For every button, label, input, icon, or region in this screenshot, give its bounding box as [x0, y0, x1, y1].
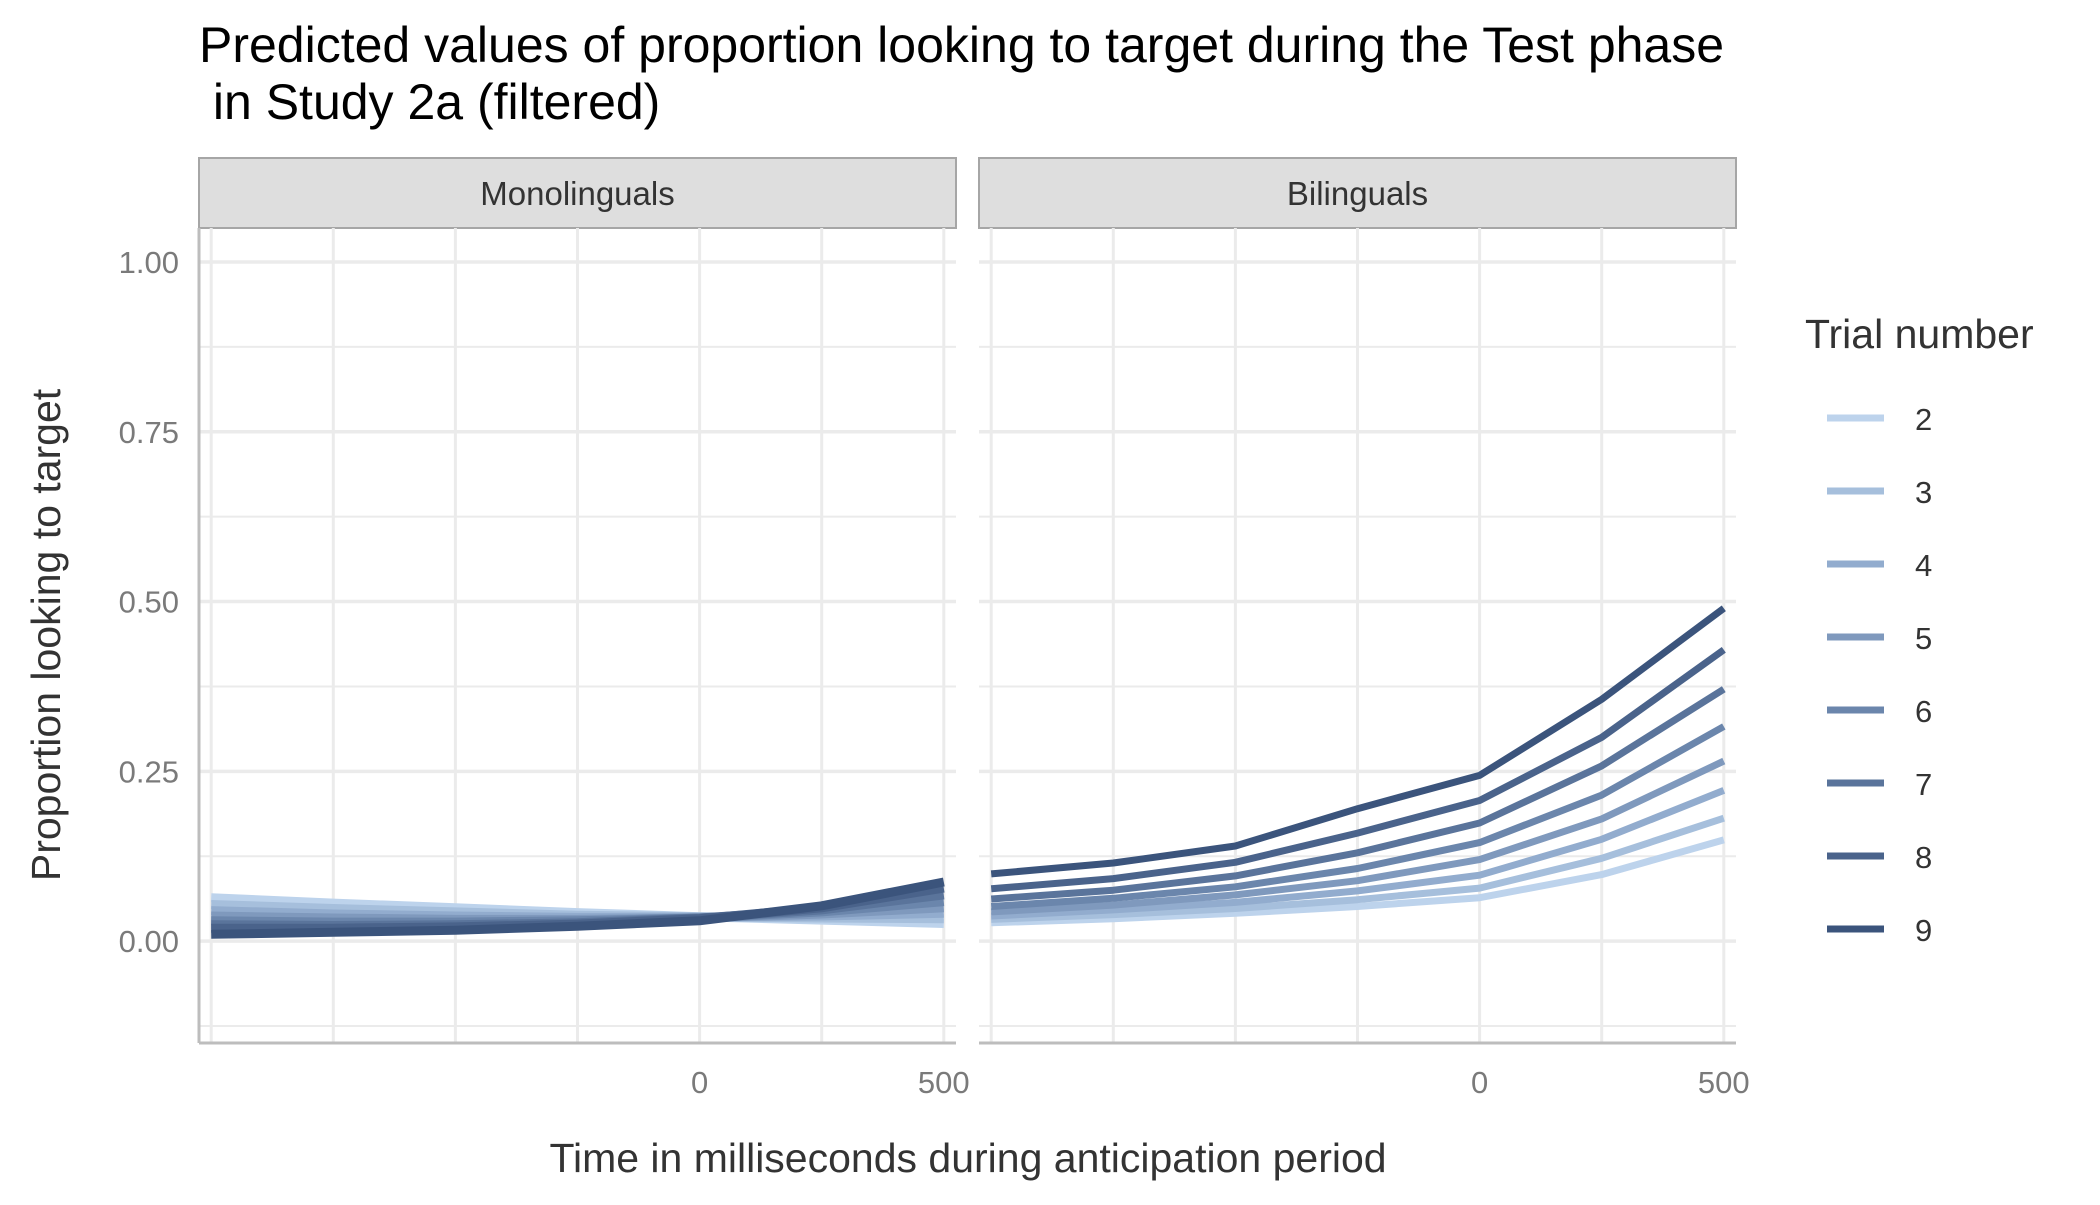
legend-label: 7 [1915, 767, 1932, 802]
facet-strip [978, 157, 1737, 229]
y-tick-label: 0.75 [119, 415, 179, 450]
series-line-trial-9 [990, 605, 1726, 878]
legend-label: 2 [1915, 402, 1932, 437]
facet-strip-label: Bilinguals [1287, 175, 1428, 212]
chart-title-line: in Study 2a (filtered) [199, 74, 660, 130]
series-line-trial-2 [991, 836, 1725, 927]
x-axis-title: Time in milliseconds during anticipation… [549, 1135, 1386, 1181]
facet-panel-bilinguals: Bilinguals 0 500 [978, 157, 1750, 1100]
facet-strip-label: Monolinguals [480, 175, 674, 212]
y-tick-label: 1.00 [119, 245, 179, 280]
legend-label: 8 [1915, 840, 1932, 875]
series-line-trial-4 [991, 787, 1726, 920]
chart-title: Predicted values of proportion looking t… [199, 17, 1724, 130]
legend: Trial number 2 3 4 5 6 7 8 9 [1805, 311, 2034, 948]
facet-strip [198, 157, 957, 229]
facet-panel-monolinguals: Monolinguals 0.00 0.25 0.50 0.75 1.00 0 500 [119, 157, 970, 1100]
y-tick-label: 0.50 [119, 585, 179, 620]
x-tick-label: 0 [691, 1065, 708, 1100]
series-line-trial-5 [991, 757, 1726, 916]
series-line-trial-8 [990, 646, 1726, 893]
legend-title: Trial number [1805, 311, 2034, 357]
x-tick-label: 500 [1698, 1065, 1750, 1100]
legend-label: 5 [1915, 621, 1932, 656]
x-tick-label: 0 [1471, 1065, 1488, 1100]
y-axis-title: Proportion looking to target [23, 388, 69, 881]
legend-label: 6 [1915, 694, 1932, 729]
series-line-trial-9 [211, 877, 945, 939]
series-line-trial-7 [990, 686, 1726, 903]
y-tick-label: 0.25 [119, 754, 179, 789]
legend-label: 9 [1915, 913, 1932, 948]
chart-title-line: Predicted values of proportion looking t… [199, 17, 1724, 73]
y-tick-label: 0.00 [119, 924, 179, 959]
x-tick-label: 500 [918, 1065, 970, 1100]
series-line-trial-3 [991, 814, 1725, 923]
legend-label: 4 [1915, 548, 1932, 583]
legend-label: 3 [1915, 475, 1932, 510]
series-line-trial-6 [990, 723, 1726, 910]
